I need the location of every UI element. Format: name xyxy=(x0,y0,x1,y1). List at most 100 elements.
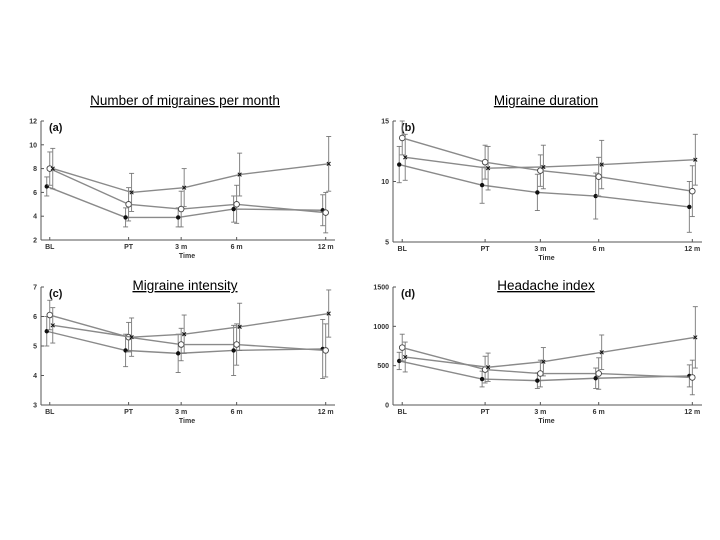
data-point xyxy=(326,161,331,166)
subplot-title: Headache index xyxy=(497,278,595,293)
x-tick-label: 12 m xyxy=(684,246,700,253)
data-point xyxy=(689,374,696,381)
y-tick-label: 500 xyxy=(377,363,389,370)
y-tick-label: 7 xyxy=(33,285,37,292)
data-point xyxy=(322,209,329,216)
x-tick-label: PT xyxy=(481,409,491,416)
data-point xyxy=(479,376,485,382)
x-tick-label: 6 m xyxy=(593,246,605,253)
series-line xyxy=(399,360,690,382)
data-point xyxy=(403,354,408,360)
series-open-circle xyxy=(46,151,329,234)
data-point xyxy=(595,370,602,377)
x-tick-label: 3 m xyxy=(175,409,187,416)
y-tick-label: 10 xyxy=(381,179,389,186)
y-tick-label: 6 xyxy=(33,190,37,197)
data-point xyxy=(50,323,55,328)
y-tick-label: 8 xyxy=(33,166,37,173)
data-point xyxy=(182,332,187,337)
data-point xyxy=(595,173,602,180)
series-cross xyxy=(50,136,332,212)
x-tick-label: BL xyxy=(398,246,408,253)
panel-label: (a) xyxy=(49,122,63,134)
x-tick-label: 12 m xyxy=(318,409,334,416)
subplot-a: Number of migraines per month (a) 2 4 6 8 10 12… xyxy=(29,93,335,260)
x-tick-label: 12 m xyxy=(684,409,700,416)
y-tick-label: 6 xyxy=(33,314,37,321)
x-tick-label: PT xyxy=(124,409,134,416)
y-tick-label: 0 xyxy=(385,403,389,410)
data-point xyxy=(123,215,128,220)
x-axis-label: Time xyxy=(179,418,195,425)
series-cross xyxy=(402,133,698,191)
y-tick-label: 3 xyxy=(33,403,37,410)
data-point xyxy=(689,187,696,195)
series-line xyxy=(402,137,693,192)
subplot-b: Migraine duration (b) 5 10 15 BL PT 3 m 6 m 12 m T… xyxy=(381,93,702,262)
data-point xyxy=(479,182,485,188)
data-point xyxy=(125,201,132,208)
data-point xyxy=(175,215,181,220)
x-tick-label: PT xyxy=(124,244,134,251)
series-filled-circle xyxy=(396,351,692,389)
data-point xyxy=(398,134,406,142)
x-axis-label: Time xyxy=(538,255,554,262)
series-open-circle xyxy=(398,333,696,396)
data-point xyxy=(326,311,331,316)
data-point xyxy=(541,164,546,170)
data-point xyxy=(129,190,134,195)
data-point xyxy=(687,204,692,210)
series-line xyxy=(52,312,329,338)
data-point xyxy=(485,166,491,171)
data-point xyxy=(397,358,402,364)
series-line xyxy=(46,185,323,219)
data-point xyxy=(231,206,236,212)
series-line xyxy=(405,156,696,169)
data-point xyxy=(403,155,408,160)
data-point xyxy=(593,193,598,199)
series-line xyxy=(405,336,696,368)
subplot-title: Migraine intensity xyxy=(132,278,237,293)
data-point xyxy=(177,205,185,213)
data-point xyxy=(237,172,242,177)
y-tick-label: 5 xyxy=(385,240,389,247)
data-point xyxy=(397,162,402,167)
series-open-circle xyxy=(46,299,329,378)
data-point xyxy=(46,165,54,172)
data-point xyxy=(233,341,240,348)
data-point xyxy=(398,344,406,351)
y-tick-label: 15 xyxy=(381,119,389,126)
data-point xyxy=(46,311,54,319)
data-point xyxy=(175,351,181,356)
data-point xyxy=(233,201,240,208)
data-point xyxy=(177,341,185,348)
series-filled-circle xyxy=(44,316,326,379)
data-point xyxy=(693,157,698,162)
series-cross xyxy=(50,289,332,357)
series-filled-circle xyxy=(44,176,326,228)
data-point xyxy=(237,324,242,329)
data-point xyxy=(593,376,598,381)
subplot-title: Number of migraines per month xyxy=(90,93,280,108)
data-point xyxy=(322,347,329,354)
subplot-c: Migraine intensity (c) 3 4 5 6 7 BL PT 3 m 6 m 12 m… xyxy=(33,278,335,425)
x-axis-label: Time xyxy=(538,418,554,425)
data-point xyxy=(535,190,540,195)
x-axis-label: Time xyxy=(179,253,195,260)
y-tick-label: 10 xyxy=(29,142,37,149)
subplot-d: Headache index (d) 0 500 1000 1500 BL PT 3 m 6 m 1… xyxy=(373,278,702,425)
x-tick-label: 12 m xyxy=(318,244,334,251)
x-tick-label: 6 m xyxy=(231,244,243,251)
y-tick-label: 12 xyxy=(29,119,37,126)
x-tick-label: 6 m xyxy=(231,409,243,416)
x-tick-label: 3 m xyxy=(175,244,187,251)
y-tick-label: 4 xyxy=(33,373,37,380)
data-point xyxy=(231,348,236,353)
x-tick-label: 3 m xyxy=(534,246,546,253)
series-line xyxy=(49,167,326,214)
x-tick-label: PT xyxy=(481,246,491,253)
x-tick-label: BL xyxy=(45,409,55,416)
x-tick-label: 6 m xyxy=(593,409,605,416)
data-point xyxy=(481,158,489,166)
